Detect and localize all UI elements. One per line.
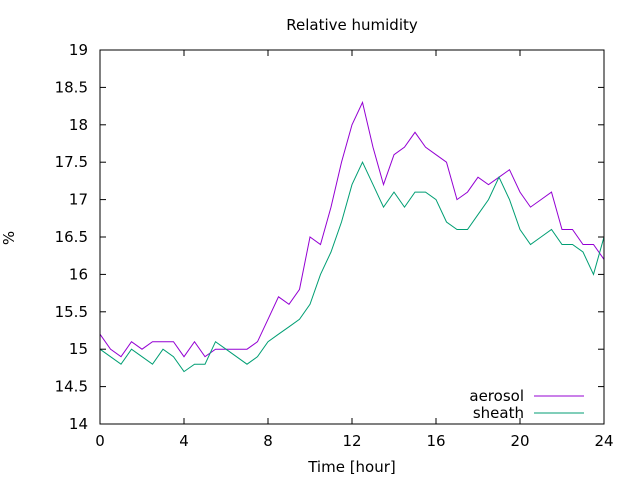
y-tick-label: 19 bbox=[69, 41, 88, 59]
x-tick-label: 4 bbox=[179, 432, 189, 450]
legend-label-sheath: sheath bbox=[473, 404, 524, 422]
y-tick-label: 14 bbox=[69, 415, 88, 433]
y-tick-label: 14.5 bbox=[55, 378, 88, 396]
x-tick-label: 16 bbox=[426, 432, 445, 450]
x-tick-label: 20 bbox=[510, 432, 529, 450]
y-tick-label: 18 bbox=[69, 116, 88, 134]
x-tick-label: 0 bbox=[95, 432, 105, 450]
plot-frame bbox=[99, 49, 605, 425]
y-tick-label: 15.5 bbox=[55, 303, 88, 321]
chart-title: Relative humidity bbox=[286, 16, 418, 34]
y-tick-label: 18.5 bbox=[55, 78, 88, 96]
series-layer bbox=[99, 100, 605, 373]
x-tick-label: 24 bbox=[594, 432, 613, 450]
tick-layer: 0 4 8 12 16 20 24 14 14.5 15 15.5 16 16.5 17 17.5 18 18.… bbox=[55, 41, 614, 450]
x-axis-label: Time [hour] bbox=[307, 458, 396, 476]
x-tick-label: 12 bbox=[342, 432, 361, 450]
y-tick-label: 15 bbox=[69, 340, 88, 358]
x-tick-label: 8 bbox=[263, 432, 273, 450]
series-line-aerosol bbox=[99, 100, 605, 358]
y-tick-label: 16.5 bbox=[55, 228, 88, 246]
y-tick-label: 17 bbox=[69, 191, 88, 209]
y-axis-label: % bbox=[0, 231, 18, 245]
legend-label-aerosol: aerosol bbox=[469, 387, 524, 405]
y-tick-label: 16 bbox=[69, 265, 88, 283]
y-tick-label: 17.5 bbox=[55, 153, 88, 171]
series-line-sheath bbox=[99, 161, 605, 373]
